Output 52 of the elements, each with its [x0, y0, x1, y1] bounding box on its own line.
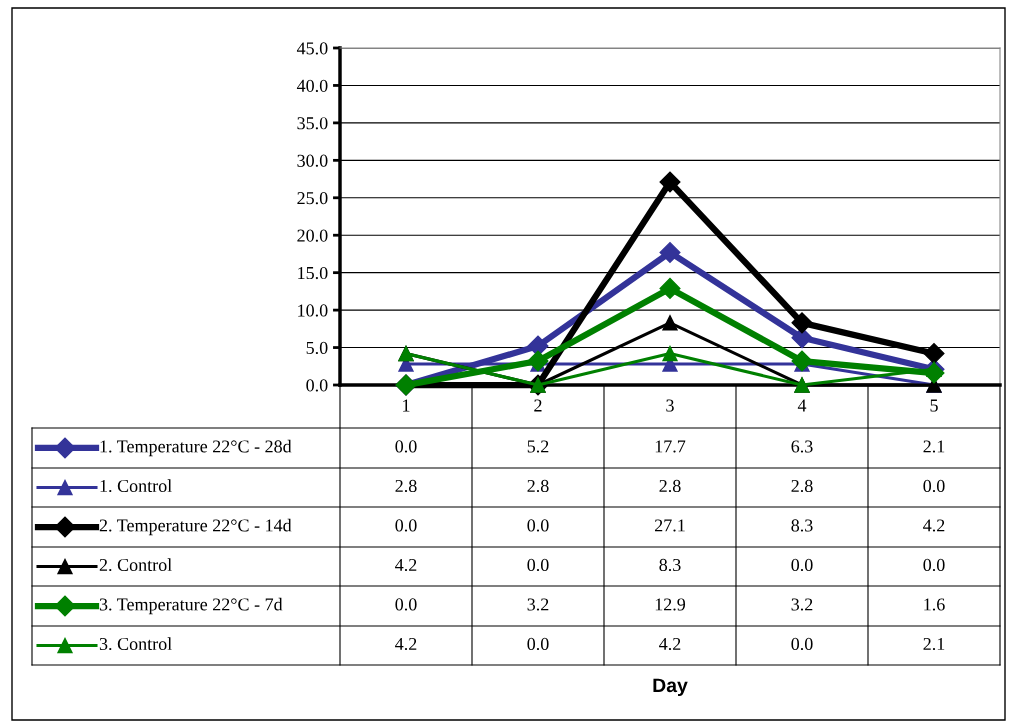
data-label: 0.0 — [527, 558, 549, 572]
data-label: 3.2 — [791, 598, 813, 611]
y-tick-label: 45.0 — [296, 42, 328, 55]
data-label: 4.2 — [395, 637, 417, 651]
data-label: 6.3 — [791, 440, 813, 453]
data-label: 0.0 — [527, 637, 549, 651]
data-label: 2.1 — [923, 637, 945, 651]
data-label: 12.9 — [655, 598, 686, 611]
data-label: 3.2 — [527, 598, 549, 611]
y-tick-label: 5.0 — [306, 341, 328, 355]
data-label: 4.2 — [395, 558, 417, 572]
data-label: 8.3 — [659, 558, 681, 572]
data-label: 27.1 — [654, 519, 685, 532]
data-label: 0.0 — [791, 558, 813, 572]
legend-label: 1. Control — [100, 479, 172, 493]
data-label: 0.0 — [791, 637, 813, 651]
data-label: 0.0 — [395, 519, 417, 532]
legend-label: 3. Temperature 22°C - 7d — [99, 597, 283, 615]
data-label: 4.2 — [659, 637, 681, 651]
x-tick-label: 5 — [930, 399, 938, 412]
data-label: 0.0 — [923, 479, 945, 493]
y-tick-label: 15.0 — [298, 266, 328, 280]
y-tick-label: 30.0 — [297, 154, 328, 167]
x-tick-label: 2 — [534, 399, 542, 412]
data-label: 2.8 — [791, 479, 813, 493]
data-label: 1.6 — [924, 598, 945, 611]
data-label: 2.8 — [659, 479, 681, 493]
y-tick-label: 10.0 — [298, 304, 328, 317]
y-tick-label: 40.0 — [296, 79, 328, 92]
y-tick-label: 25.0 — [297, 192, 328, 205]
data-label: 0.0 — [395, 440, 417, 453]
data-label: 0.0 — [395, 598, 417, 611]
legend-label: 3. Control — [99, 637, 172, 651]
x-tick-label: 3 — [666, 399, 674, 412]
y-tick-label: 35.0 — [297, 117, 328, 130]
data-label: 0.0 — [923, 558, 945, 572]
data-label: 4.2 — [923, 519, 945, 532]
data-label: 2.1 — [923, 440, 945, 453]
x-tick-label: 1 — [403, 399, 410, 412]
data-label: 17.7 — [655, 440, 686, 453]
legend-label: 2. Temperature 22°C - 14d — [99, 518, 292, 536]
text: Day — [653, 678, 688, 697]
data-label: 2.8 — [395, 479, 417, 493]
x-tick-label: 4 — [797, 399, 807, 412]
legend-label: 2. Control — [99, 558, 172, 572]
y-tick-label: 0.0 — [306, 379, 328, 392]
y-tick-label: 20.0 — [297, 229, 328, 242]
data-label: 8.3 — [791, 519, 813, 532]
legend-label: 1. Temperature 22°C - 28d — [100, 439, 292, 457]
data-label: 0.0 — [527, 519, 549, 532]
data-label: 5.2 — [527, 440, 549, 453]
data-label: 2.8 — [527, 479, 549, 493]
